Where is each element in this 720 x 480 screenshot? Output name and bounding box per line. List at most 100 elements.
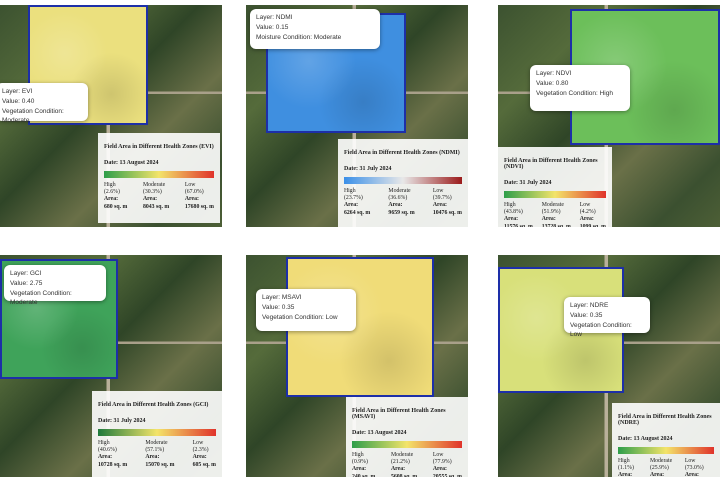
- zone-area: 240 sq. m: [352, 473, 376, 477]
- zone-percent: (23.7%): [344, 195, 363, 202]
- zone-name: Moderate: [142, 182, 166, 188]
- zone-column: Low (4.2%) Area: 1099 sq. m: [580, 202, 606, 227]
- popup-line: Value: 0.40: [2, 97, 35, 105]
- zone-area-label: Area:: [504, 216, 519, 223]
- zone-area: 20555 sq. m: [432, 473, 462, 477]
- zone-area-label: Area:: [192, 454, 207, 461]
- zone-area-label: Area:: [684, 472, 699, 477]
- zone-area-label: Area:: [352, 466, 367, 473]
- map-panel: Layer: MSAVI Value: 0.35 Vegetation Condit…: [246, 255, 468, 477]
- zone-name: Moderate: [649, 458, 673, 464]
- zone-area: 680 sq. m: [104, 203, 128, 210]
- zone-percent: (67.0%): [184, 189, 204, 196]
- legend-box: Field Area in Different Health Zones (MS…: [346, 397, 468, 477]
- zone-area-label: Area:: [649, 472, 665, 477]
- legend-columns: High (0.9%) Area: 240 sq. m Moderate (21.2%) A…: [352, 452, 462, 477]
- zone-percent: (39.7%): [432, 195, 452, 202]
- zone-area-label: Area:: [388, 202, 403, 209]
- legend-date: Date: 13 August 2024: [104, 160, 159, 166]
- zone-column: High (2.6%) Area: 680 sq. m: [104, 182, 127, 211]
- zone-name: Low: [684, 458, 696, 464]
- popup-line: Layer: NDMI: [256, 14, 293, 21]
- info-popup: Layer: NDMI Value: 0.15 Moisture Condition…: [250, 9, 380, 49]
- popup-line: Value: 2.75: [10, 279, 43, 287]
- legend-columns: High (40.6%) Area: 10728 sq. m Moderate (57.1…: [98, 440, 216, 469]
- legend-gradient: [352, 441, 462, 448]
- legend-date: Date: 13 August 2024: [352, 430, 407, 436]
- popup-line: Layer: NDVI: [536, 70, 572, 77]
- zone-percent: (57.1%): [145, 447, 165, 454]
- zone-area-label: Area:: [432, 466, 447, 473]
- zone-column: High (40.6%) Area: 10728 sq. m: [98, 440, 127, 469]
- zone-name: Moderate: [388, 188, 411, 194]
- zone-area: 13728 sq. m: [541, 223, 571, 227]
- zone-name: Low: [192, 440, 204, 446]
- zone-name: High: [104, 182, 116, 188]
- zone-name: High: [504, 202, 516, 208]
- zone-area: 8043 sq. m: [142, 203, 170, 210]
- legend-box: Field Area in Different Health Zones (ND…: [498, 147, 612, 227]
- zone-area: 10728 sq. m: [98, 461, 128, 468]
- zone-area: 5608 sq. m: [390, 473, 418, 477]
- zone-column: Moderate(25.9%)Area:6829 sq. m: [650, 458, 676, 477]
- popup-line: Vegetation Condition: Low: [570, 321, 632, 339]
- legend-columns: High (43.8%) Area: 11576 sq. m Moderate (51.9…: [504, 202, 606, 227]
- popup-line: Vegetation Condition: High: [536, 89, 613, 97]
- zone-name: High: [98, 440, 110, 446]
- legend-columns: High (23.7%) Area: 6264 sq. m Moderate (36.6%…: [344, 188, 462, 217]
- popup-line: Layer: EVI: [2, 88, 33, 95]
- legend-box: Field Area in Different Health Zones (ND…: [338, 139, 468, 227]
- zone-percent: (2.6%): [104, 189, 120, 196]
- legend-title: Field Area in Different Health Zones (ND…: [504, 158, 598, 170]
- zone-percent: (21.2%): [390, 459, 410, 466]
- legend-date: Date: 31 July 2024: [98, 418, 146, 424]
- popup-line: Layer: NDRE: [570, 302, 609, 309]
- legend-gradient: [618, 447, 714, 454]
- info-popup: Layer: NDRE Value: 0.35 Vegetation Conditi…: [564, 297, 650, 338]
- legend-date: Date: 13 August 2024: [618, 436, 673, 442]
- info-popup: Layer: GCI Value: 2.75 Vegetation Conditio…: [4, 265, 106, 306]
- legend-title: Field Area in Different Health Zones (ND…: [618, 414, 712, 426]
- zone-percent: (36.6%): [388, 195, 408, 202]
- legend-columns: High(1.1%)Area:298 sq. mModerate(25.9%)A…: [618, 458, 714, 477]
- zone-area-label: Area:: [432, 202, 447, 209]
- legend-box: Field Area in Different Health Zones (ND…: [612, 403, 720, 477]
- legend-gradient: [98, 429, 216, 436]
- zone-area: 15070 sq. m: [145, 461, 175, 468]
- legend-gradient: [344, 177, 462, 184]
- zone-column: Low (2.3%) Area: 605 sq. m: [193, 440, 216, 469]
- zone-area: 9659 sq. m: [388, 209, 415, 216]
- zone-column: Low(73.0%)Area:19276 sq. m: [685, 458, 714, 477]
- zone-area-label: Area:: [142, 196, 158, 203]
- zone-percent: (25.9%): [649, 465, 669, 472]
- zone-percent: (40.6%): [98, 447, 117, 454]
- zone-area-label: Area:: [390, 466, 406, 473]
- zone-percent: (0.9%): [352, 459, 368, 466]
- zone-area-label: Area:: [184, 196, 199, 203]
- zone-area-label: Area:: [104, 196, 119, 203]
- zone-name: Low: [432, 188, 444, 194]
- map-panel: Layer: NDMI Value: 0.15 Moisture Condition…: [246, 5, 468, 227]
- zone-area-label: Area:: [145, 454, 160, 461]
- zone-column: High (43.8%) Area: 11576 sq. m: [504, 202, 533, 227]
- zone-area: 17680 sq. m: [184, 203, 214, 210]
- zone-area: 1099 sq. m: [579, 223, 606, 227]
- zone-percent: (2.3%): [192, 447, 209, 454]
- popup-line: Moisture Condition: Moderate: [256, 33, 342, 41]
- zone-name: Low: [579, 202, 591, 208]
- zone-area: 11576 sq. m: [504, 223, 533, 227]
- zone-area-label: Area:: [579, 216, 594, 223]
- zone-column: Moderate (21.2%) Area: 5608 sq. m: [391, 452, 417, 477]
- map-panel: Layer: NDRE Value: 0.35 Vegetation Conditi…: [498, 255, 720, 477]
- legend-date: Date: 31 July 2024: [504, 180, 552, 186]
- legend-gradient: [104, 171, 214, 178]
- zone-name: High: [618, 458, 630, 464]
- zone-percent: (1.1%): [618, 465, 634, 472]
- zone-name: Moderate: [390, 452, 414, 458]
- zone-name: Low: [432, 452, 444, 458]
- zone-name: High: [352, 452, 364, 458]
- legend-title: Field Area in Different Health Zones (ND…: [344, 150, 460, 156]
- zone-column: Moderate (57.1%) Area: 15070 sq. m: [145, 440, 174, 469]
- zone-area-label: Area:: [618, 472, 633, 477]
